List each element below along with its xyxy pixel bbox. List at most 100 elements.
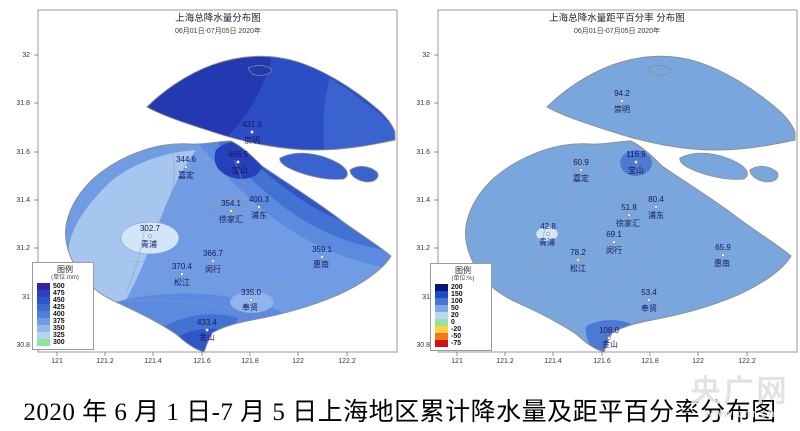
legend-label: 450 — [53, 297, 65, 304]
legend-label: -50 — [451, 333, 462, 340]
station-value: 116.9 — [626, 150, 646, 159]
station-marker — [211, 259, 215, 263]
x-tick-label: 121 — [51, 358, 63, 365]
legend-swatch — [37, 283, 50, 290]
legend-label: 350 — [53, 325, 65, 332]
right-x-axis-labels: 121 121.2 121.4 121.6 121.8 122 122.2 — [451, 358, 756, 365]
station-value: 60.9 — [573, 158, 589, 167]
station-name: 宝山 — [628, 165, 644, 175]
legend-entry: 325 — [37, 332, 93, 339]
x-tick-label: 121.2 — [496, 358, 514, 365]
y-tick-label: 32 — [22, 52, 30, 59]
station-marker — [180, 272, 184, 276]
station-value: 370.4 — [172, 262, 193, 271]
station-marker — [612, 240, 616, 244]
station-name: 浦东 — [648, 210, 664, 220]
legend-label: -75 — [451, 340, 462, 347]
legend-entry: 400 — [37, 311, 93, 318]
y-tick-label: 30.8 — [16, 342, 30, 349]
legend-entry: 20 — [435, 312, 491, 319]
legend-swatch — [435, 312, 448, 319]
legend-label: 150 — [451, 291, 463, 298]
legend-swatch — [37, 311, 50, 318]
x-tick-label: 121.8 — [641, 358, 659, 365]
station-value: 302.7 — [140, 224, 161, 233]
station-value: 433.4 — [197, 318, 218, 327]
legend-swatch — [435, 333, 448, 340]
legend-swatch — [37, 290, 50, 297]
station-name: 宝山 — [232, 165, 248, 175]
watermark-url: www.cnr.cn — [704, 407, 776, 420]
y-tick-label: 31.8 — [16, 100, 30, 107]
station-name: 闵行 — [606, 245, 622, 255]
station-name: 奉贤 — [641, 303, 657, 313]
station-marker — [229, 209, 233, 213]
y-tick-label: 32 — [422, 52, 430, 59]
x-tick-label: 122.2 — [338, 358, 356, 365]
station-value: 65.9 — [715, 243, 731, 252]
station-value: 94.2 — [614, 89, 630, 98]
legend-unit: (单位:mm) — [51, 275, 79, 281]
legend-entry: -75 — [435, 340, 491, 347]
watermark: 央广网 www.cnr.cn — [681, 376, 799, 420]
station-marker — [250, 130, 254, 134]
legend-label: 325 — [53, 332, 65, 339]
left-legend: 图例 (单位:mm) 500 475 450 425 400 375 350 3… — [32, 262, 94, 350]
y-tick-label: 31.6 — [16, 149, 30, 156]
y-tick-label: 31.6 — [416, 149, 430, 156]
legend-entry: 300 — [37, 339, 93, 346]
station-value: 53.4 — [641, 288, 657, 297]
x-tick-label: 121.4 — [544, 358, 562, 365]
station-value: 354.1 — [221, 199, 242, 208]
watermark-brand-logo: 央广网 — [690, 375, 790, 408]
legend-label: 500 — [53, 283, 65, 290]
legend-label: 300 — [53, 339, 65, 346]
station-marker — [148, 234, 152, 238]
station-name: 惠南 — [714, 258, 730, 268]
station-value: 366.7 — [203, 249, 224, 258]
legend-entry: 500 — [37, 283, 93, 290]
legend-entry: 150 — [435, 291, 491, 298]
legend-swatch — [435, 291, 448, 298]
right-map-title: 上海总降水量距平百分率 分布图 — [549, 12, 685, 24]
legend-title: 图例 — [57, 265, 73, 274]
station-marker — [721, 253, 725, 257]
station-name: 奉贤 — [242, 302, 258, 312]
station-name: 金山 — [602, 339, 618, 349]
left-x-axis-labels: 121 121.2 121.4 121.6 121.8 122 122.2 — [51, 358, 356, 365]
legend-label: 375 — [53, 318, 65, 325]
right-map-panel: 上海总降水量距平百分率 分布图 06月01日-07月05日 2020年 121 … — [416, 9, 798, 365]
legend-entry: 50 — [435, 305, 491, 312]
x-tick-label: 121.4 — [144, 358, 162, 365]
station-name: 徐家汇 — [616, 218, 640, 228]
x-tick-label: 121.6 — [593, 358, 611, 365]
station-value: 51.8 — [621, 203, 637, 212]
legend-swatch — [37, 325, 50, 332]
legend-entry: 450 — [37, 297, 93, 304]
station-value: 108.0 — [599, 326, 620, 335]
station-name: 松江 — [570, 263, 586, 273]
x-tick-label: 122.2 — [738, 358, 756, 365]
station-marker — [654, 205, 658, 209]
figure-caption: 2020 年 6 月 1 日-7 月 5 日上海地区累计降水量及距平百分率分布图 — [23, 399, 777, 426]
station-name: 崇明 — [244, 136, 260, 145]
station-value: 78.2 — [570, 248, 586, 257]
station-marker — [607, 336, 611, 340]
station-marker — [634, 160, 638, 164]
station-marker — [546, 232, 550, 236]
legend-swatch — [37, 318, 50, 325]
legend-entry: 100 — [435, 298, 491, 305]
legend-swatch — [435, 298, 448, 305]
station-name: 青浦 — [141, 239, 157, 249]
station-value: 400.3 — [249, 195, 270, 204]
right-y-axis-labels: 32 31.8 31.6 31.4 31.2 31 30.8 — [416, 52, 430, 349]
maps-canvas: 上海总降水量分布图 06月01日-07月05日 2020年 121 121.2 … — [16, 9, 798, 365]
legend-swatch — [435, 340, 448, 347]
station-marker — [236, 160, 240, 164]
station-marker — [647, 298, 651, 302]
left-map-subtitle: 06月01日-07月05日 2020年 — [175, 26, 261, 35]
station-marker — [576, 258, 580, 262]
left-y-axis-labels: 32 31.8 31.6 31.4 31.2 31 30.8 — [16, 52, 30, 349]
station-value: 431.6 — [242, 120, 263, 129]
y-tick-label: 31.4 — [16, 197, 30, 204]
